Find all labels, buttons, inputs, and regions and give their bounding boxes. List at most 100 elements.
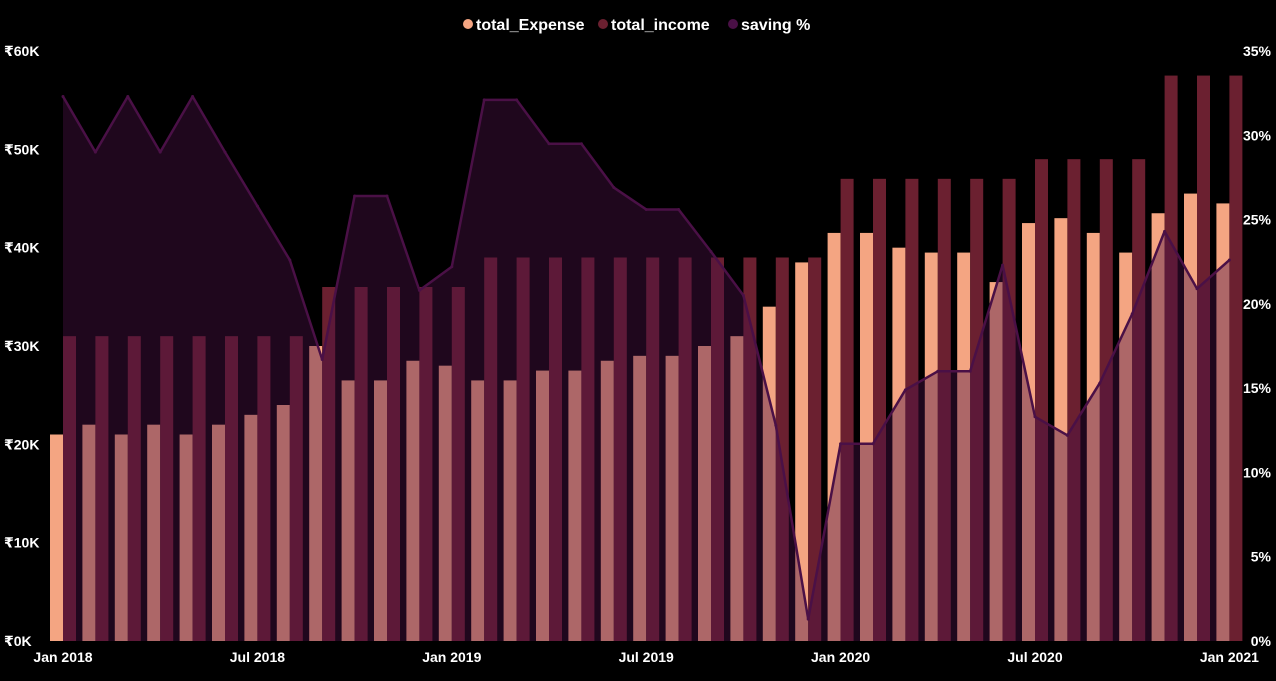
y-tick-label: ₹20K [4,436,39,452]
income-bar-2020-11 [1164,75,1178,641]
saving-point-2019-09 [709,250,713,254]
income-bar-2020-05 [970,178,984,641]
expense-bar-2020-11 [1151,213,1165,641]
saving-point-2019-04 [547,142,551,146]
x-tick-label: Jan 2018 [33,649,92,665]
income-bar-2020-10 [1132,159,1146,642]
saving-point-2018-09 [320,357,324,361]
expense-bar-2019-08 [665,355,679,641]
y-tick-label: ₹10K [4,535,39,551]
income-bar-2020-06 [1002,178,1016,641]
saving-point-2018-01 [61,95,65,99]
saving-point-2019-08 [677,207,681,211]
expense-bar-2019-05 [568,370,582,641]
income-bar-2019-08 [678,257,692,641]
y2-tick-label: 35% [1243,43,1272,59]
y2-tick-label: 10% [1243,464,1272,480]
y-tick-label: ₹50K [4,141,39,157]
saving-point-2019-12 [806,617,810,621]
income-bar-2018-03 [127,336,141,641]
income-bar-2018-12 [419,287,433,641]
saving-point-2019-05 [579,142,583,146]
x-tick-label: Jul 2019 [619,649,674,665]
income-bar-2019-06 [613,257,627,641]
y2-tick-label: 20% [1243,296,1272,312]
expense-bar-2019-04 [536,370,549,641]
y2-tick-label: 30% [1243,127,1272,143]
income-bar-2021-01 [1229,75,1243,641]
income-bar-2018-11 [387,287,400,641]
expense-bar-2018-06 [212,424,225,641]
expense-bars [50,193,1230,642]
saving-point-2018-12 [417,288,421,292]
saving-point-2020-09 [1098,381,1102,385]
saving-area [63,96,1230,641]
legend: total_Expense total_income saving % [463,17,810,34]
income-bar-2020-08 [1067,159,1081,642]
expense-bar-2019-12 [795,262,809,641]
income-bar-2018-06 [225,336,238,641]
income-bar-2020-01 [840,178,854,641]
legend-swatch-2 [728,19,738,29]
income-bar-2020-07 [1035,159,1048,642]
y-tick-label: ₹60K [4,43,39,59]
y-tick-label: ₹30K [4,338,39,354]
income-bar-2019-03 [516,257,530,641]
expense-bar-2021-01 [1216,203,1230,642]
x-tick-label: Jan 2020 [811,649,870,665]
legend-label-2[interactable]: saving % [741,17,810,34]
expense-bar-2018-12 [406,360,420,641]
income-bar-2018-04 [160,336,174,641]
saving-point-2018-03 [126,95,130,99]
income-bar-2018-02 [95,336,109,641]
expense-bar-2018-08 [276,405,290,641]
saving-point-2019-07 [644,207,648,211]
saving-point-2021-01 [1227,258,1231,262]
expense-bar-2019-01 [438,365,452,641]
income-bar-2019-05 [581,257,595,641]
saving-point-2018-07 [255,204,259,208]
expense-bar-2018-09 [309,346,323,641]
saving-point-2020-07 [1033,415,1037,419]
saving-point-2020-05 [968,369,972,373]
income-bar-2018-09 [322,287,336,641]
left-axis: ₹0K ₹10K ₹20K ₹30K ₹40K ₹50K ₹60K [4,43,39,649]
expense-bar-2020-01 [827,232,841,642]
saving-point-2018-05 [191,95,195,99]
saving-line [61,95,1231,621]
legend-swatch-0 [463,19,473,29]
income-bars [63,75,1243,642]
right-axis: 0% 5% 10% 15% 20% 25% 30% 35% [1243,43,1272,649]
saving-point-2019-10 [741,293,745,297]
income-bar-2020-04 [937,178,951,641]
legend-label-0[interactable]: total_Expense [476,17,585,34]
expense-bar-2020-04 [924,252,938,641]
expense-bar-2018-03 [114,434,128,641]
expense-bar-2019-10 [730,336,744,641]
income-bar-2018-05 [192,336,206,641]
income-bar-2019-04 [549,257,562,641]
income-bar-2020-03 [905,178,919,641]
income-bar-2019-01 [451,287,465,641]
expense-bar-2019-06 [600,360,614,641]
legend-label-1[interactable]: total_income [611,17,710,34]
expense-bar-2018-01 [50,434,63,641]
saving-point-2019-11 [774,423,778,427]
expense-bar-2019-03 [503,380,517,641]
x-tick-label: Jan 2019 [422,649,481,665]
expense-bar-2020-05 [957,252,971,641]
saving-point-2020-11 [1163,229,1167,233]
saving-point-2020-01 [839,442,843,446]
expense-bar-2018-05 [179,434,193,641]
saving-point-2018-02 [93,150,97,154]
x-tick-label: Jul 2020 [1007,649,1062,665]
expense-bar-2020-10 [1119,252,1133,641]
saving-area-fill [63,96,1230,641]
saving-point-2019-01 [450,265,454,269]
expense-bar-2018-07 [244,414,258,641]
expense-bar-2020-09 [1086,232,1100,642]
income-bar-2018-07 [257,336,271,641]
expense-bar-2018-11 [374,380,387,641]
expense-bar-2018-04 [147,424,161,641]
